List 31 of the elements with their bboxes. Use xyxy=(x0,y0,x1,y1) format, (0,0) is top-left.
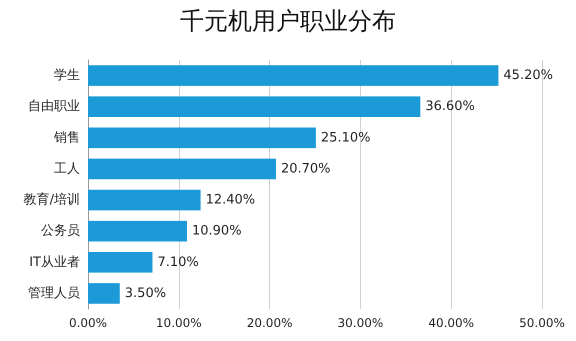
x-tick-label: 20.00% xyxy=(246,316,292,330)
y-tick-label: 销售 xyxy=(53,130,80,146)
bar xyxy=(88,158,276,180)
data-label: 45.20% xyxy=(503,68,553,84)
bar xyxy=(88,190,201,210)
data-label: 10.90% xyxy=(192,224,242,239)
x-tick-label: 10.00% xyxy=(156,316,202,330)
y-tick-label: 教育/培训 xyxy=(24,192,80,208)
bar xyxy=(88,65,498,86)
y-tick-label: 工人 xyxy=(54,161,80,176)
bar xyxy=(88,128,316,148)
data-label: 12.40% xyxy=(206,192,256,208)
data-label: 3.50% xyxy=(124,286,166,301)
x-tick-label: 50.00% xyxy=(519,316,565,330)
x-tick-label: 30.00% xyxy=(338,316,384,330)
y-tick-label: 管理人员 xyxy=(28,286,80,301)
x-tick-label: 0.00% xyxy=(68,316,108,330)
data-label: 20.70% xyxy=(280,161,331,176)
bar xyxy=(88,252,152,273)
y-tick-label: 公务员 xyxy=(41,224,80,239)
data-label: 36.60% xyxy=(425,99,475,114)
bar xyxy=(88,220,187,242)
y-tick-label: 自由职业 xyxy=(28,99,80,114)
bar xyxy=(88,96,420,117)
data-label: 25.10% xyxy=(320,130,370,146)
y-tick-label: IT从业者 xyxy=(29,254,80,270)
bar xyxy=(88,283,120,304)
x-tick-label: 40.00% xyxy=(428,316,474,330)
chart-title: 千元机用户职业分布 xyxy=(180,7,396,35)
y-tick-label: 学生 xyxy=(54,68,80,84)
data-label: 7.10% xyxy=(157,254,199,270)
